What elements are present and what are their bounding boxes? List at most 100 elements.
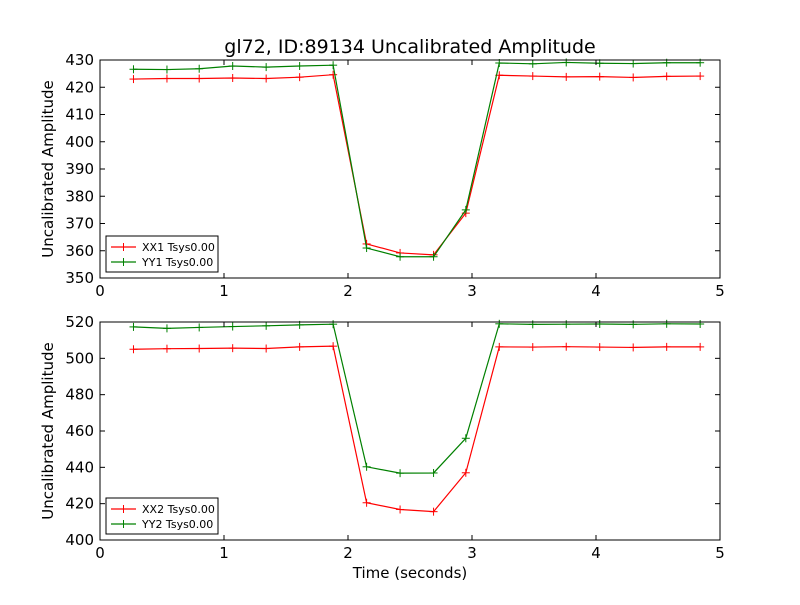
data-point — [295, 342, 304, 351]
data-point — [396, 252, 405, 261]
legend-label: YY2 Tsys0.00 — [141, 518, 213, 531]
data-point — [162, 344, 171, 353]
data-point — [461, 434, 470, 443]
legend: XX1 Tsys0.00 YY1 Tsys0.00 — [105, 235, 219, 273]
chart-title: gl72, ID:89134 Uncalibrated Amplitude — [224, 36, 595, 58]
legend-box — [105, 497, 219, 535]
y-tick-label: 370 — [65, 215, 94, 233]
data-point — [228, 344, 237, 353]
data-point — [595, 59, 604, 68]
x-tick-label: 2 — [343, 282, 353, 300]
data-point — [262, 344, 271, 353]
y-tick-label: 410 — [65, 106, 94, 124]
y-tick-label: 400 — [65, 531, 94, 549]
legend-item: XX1 Tsys0.00 — [111, 241, 215, 254]
data-point — [696, 319, 705, 328]
data-point — [562, 72, 571, 81]
y-tick-label: 380 — [65, 187, 94, 205]
data-point — [429, 507, 438, 516]
x-tick-label: 2 — [343, 544, 353, 562]
data-point — [629, 343, 638, 352]
legend-box — [105, 235, 219, 273]
data-point — [696, 72, 705, 81]
y-tick-label: 390 — [65, 160, 94, 178]
y-tick-label: 360 — [65, 242, 94, 260]
legend-item: XX2 Tsys0.00 — [111, 503, 215, 516]
data-point — [528, 72, 537, 81]
data-point — [461, 205, 470, 214]
x-tick-label: 3 — [467, 282, 477, 300]
x-tick-label: 5 — [715, 282, 725, 300]
data-point — [562, 342, 571, 351]
legend-label: YY1 Tsys0.00 — [141, 256, 213, 269]
data-point — [129, 345, 138, 354]
data-point — [295, 73, 304, 82]
data-point — [662, 319, 671, 328]
legend-label: XX1 Tsys0.00 — [142, 241, 215, 254]
data-point — [162, 65, 171, 74]
series-line — [133, 74, 701, 256]
legend-item: YY1 Tsys0.00 — [111, 256, 213, 269]
data-point — [195, 344, 204, 353]
x-tick-label: 3 — [467, 544, 477, 562]
data-point — [162, 74, 171, 83]
data-point — [262, 321, 271, 330]
series-line — [133, 345, 701, 513]
data-point — [362, 498, 371, 507]
data-point — [228, 73, 237, 82]
data-point — [329, 61, 338, 70]
x-tick-label: 1 — [219, 282, 229, 300]
data-point — [495, 342, 504, 351]
data-point — [429, 468, 438, 477]
data-point — [362, 244, 371, 253]
data-point — [429, 252, 438, 261]
data-point — [262, 63, 271, 72]
y-tick-label: 460 — [65, 422, 94, 440]
chart-panel-2: 0 1 2 3 4 5 400 420 440 460 480 500 520 Uncalibrated … — [39, 313, 725, 582]
series-yy2 — [129, 319, 705, 478]
y-tick-label: 440 — [65, 458, 94, 476]
data-point — [195, 64, 204, 73]
data-point — [595, 343, 604, 352]
y-tick-label: 480 — [65, 386, 94, 404]
x-tick-label: 0 — [95, 544, 105, 562]
data-point — [129, 322, 138, 331]
data-point — [662, 342, 671, 351]
data-point — [195, 323, 204, 332]
data-point — [595, 72, 604, 81]
series-yy1 — [129, 58, 705, 261]
x-tick-label: 1 — [219, 544, 229, 562]
data-point — [696, 342, 705, 351]
data-point — [595, 319, 604, 328]
data-point — [528, 343, 537, 352]
y-tick-label: 420 — [65, 78, 94, 96]
y-tick-label: 520 — [65, 313, 94, 331]
data-point — [129, 65, 138, 74]
legend: XX2 Tsys0.00 YY2 Tsys0.00 — [105, 497, 219, 535]
y-tick-label: 400 — [65, 133, 94, 151]
data-point — [262, 74, 271, 83]
series-xx2 — [129, 342, 705, 516]
data-point — [396, 469, 405, 478]
y-tick-label: 500 — [65, 349, 94, 367]
data-point — [228, 322, 237, 331]
data-point — [662, 72, 671, 81]
x-axis-label: Time (seconds) — [352, 564, 468, 582]
data-point — [362, 462, 371, 471]
data-point — [396, 505, 405, 514]
data-point — [129, 75, 138, 84]
data-point — [629, 73, 638, 82]
x-tick-label: 5 — [715, 544, 725, 562]
y-axis-label: Uncalibrated Amplitude — [39, 80, 57, 257]
data-point — [295, 61, 304, 70]
data-point — [528, 59, 537, 68]
data-point — [461, 468, 470, 477]
data-point — [162, 324, 171, 333]
data-point — [495, 319, 504, 328]
data-point — [329, 70, 338, 79]
y-tick-label: 420 — [65, 495, 94, 513]
series-line — [133, 323, 701, 474]
y-axis-label: Uncalibrated Amplitude — [39, 342, 57, 519]
